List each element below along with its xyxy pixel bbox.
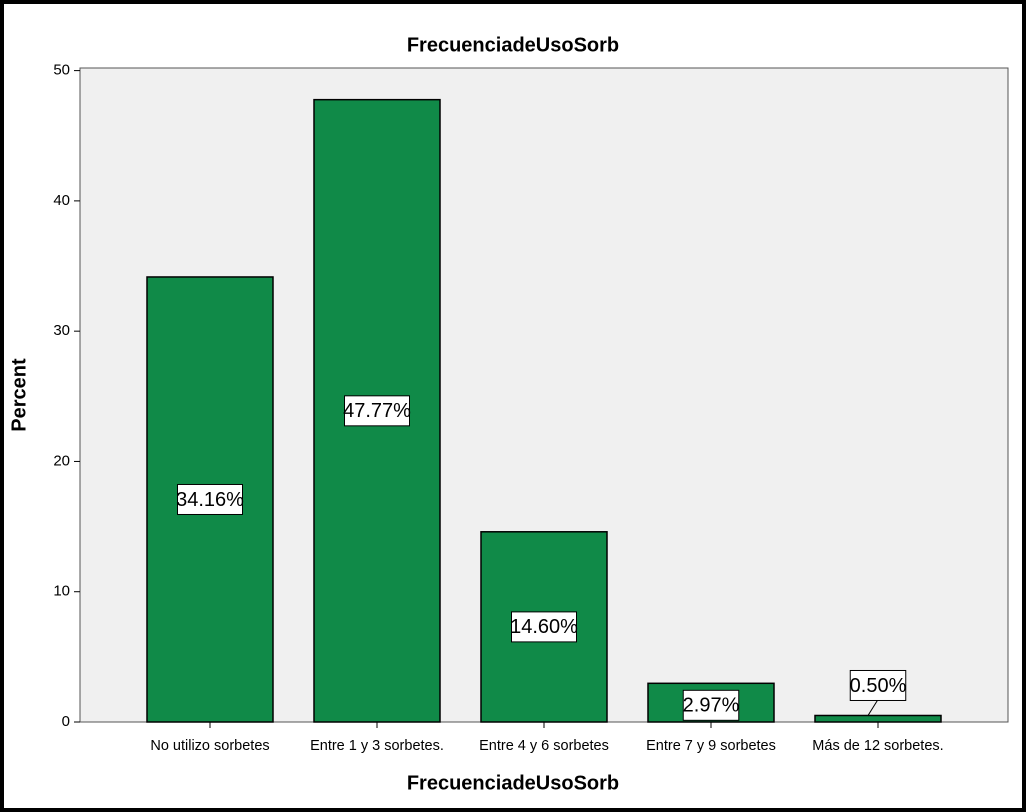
label-leader [867, 699, 879, 716]
value-label-box [511, 611, 577, 643]
value-label: 0.50% [850, 675, 907, 697]
chart-title: FrecuenciadeUsoSorb [407, 34, 619, 56]
value-label: 34.16% [176, 489, 244, 511]
y-tick-label: 10 [53, 583, 70, 600]
x-tick-label: Entre 4 y 6 sorbetes [479, 738, 609, 754]
x-tick-label: No utilizo sorbetes [150, 738, 269, 754]
y-tick-label: 0 [62, 713, 70, 730]
y-axis-label: Percent [8, 358, 30, 432]
value-label: 2.97% [683, 695, 740, 717]
value-label: 14.60% [510, 616, 578, 638]
x-axis-label: FrecuenciadeUsoSorb [407, 772, 619, 794]
x-tick-label: Entre 1 y 3 sorbetes. [310, 738, 444, 754]
y-tick-label: 30 [53, 322, 70, 339]
value-label-box [682, 689, 740, 721]
x-tick-label: Más de 12 sorbetes. [812, 738, 943, 754]
y-tick-label: 40 [53, 192, 70, 209]
bar [814, 714, 942, 723]
value-label: 47.77% [343, 400, 411, 422]
y-tick-label: 50 [53, 62, 70, 79]
x-tick-label: Entre 7 y 9 sorbetes [646, 738, 776, 754]
value-label-box [849, 669, 907, 701]
value-label-box [344, 395, 410, 427]
y-tick-label: 20 [53, 452, 70, 469]
value-label-box [177, 483, 243, 515]
